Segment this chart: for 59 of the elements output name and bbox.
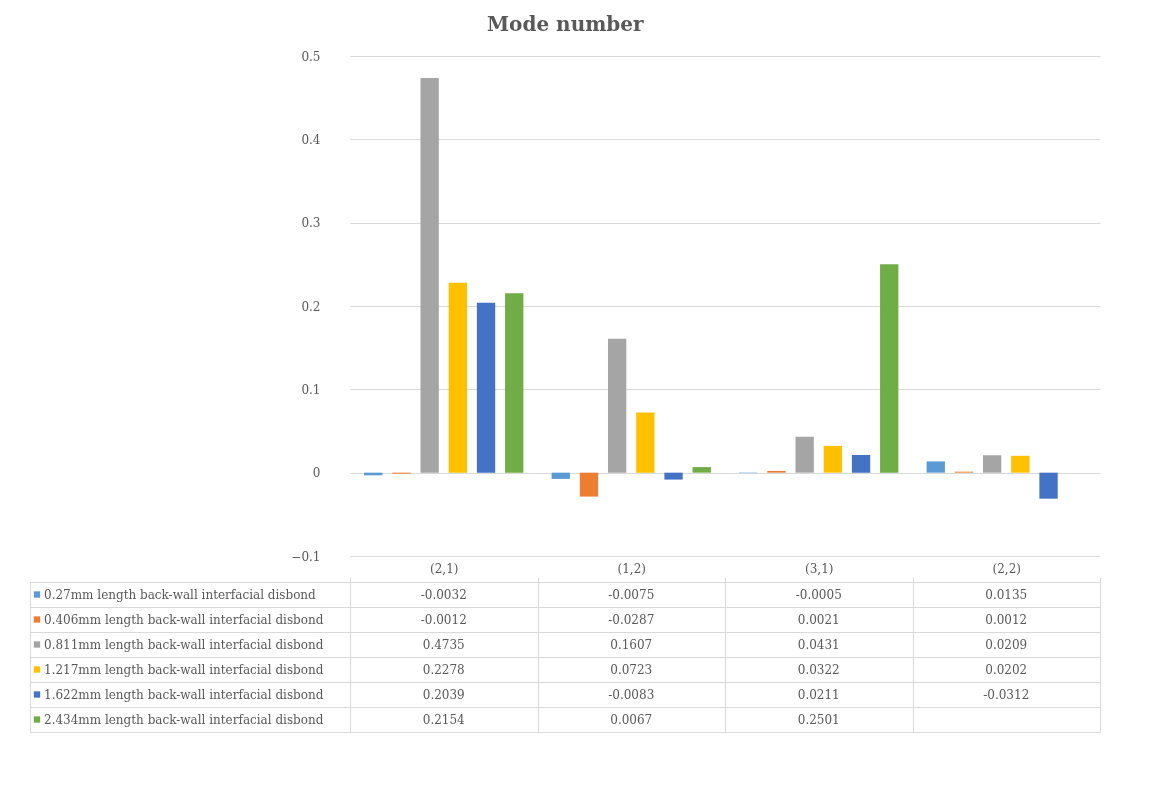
x-tick-label: (3,1) bbox=[805, 561, 834, 576]
bar bbox=[1039, 472, 1058, 499]
data-label: 0.0431 bbox=[797, 637, 840, 652]
bar bbox=[551, 472, 570, 479]
legend-label: 2.434mm length back-wall interfacial disbond bbox=[44, 712, 324, 727]
data-label: 0.0021 bbox=[797, 612, 840, 627]
bar bbox=[926, 461, 945, 473]
bar bbox=[636, 412, 655, 473]
legend-label: 1.217mm length back-wall interfacial disbond bbox=[44, 662, 324, 677]
bar bbox=[505, 293, 524, 473]
bar bbox=[880, 264, 899, 473]
data-label: 0.4735 bbox=[422, 637, 465, 652]
legend-label: 0.27mm length back-wall interfacial disbond bbox=[44, 587, 317, 602]
data-label: 0.0012 bbox=[985, 612, 1028, 627]
data-label: 0.0202 bbox=[985, 662, 1028, 677]
data-label: -0.0075 bbox=[608, 587, 655, 602]
data-label: 0.2501 bbox=[797, 712, 840, 727]
y-tick-label: 0.1 bbox=[301, 382, 321, 397]
x-tick-label: (1,2) bbox=[617, 561, 646, 576]
y-tick-label: 0.3 bbox=[301, 216, 321, 231]
data-label: 0.0067 bbox=[610, 712, 653, 727]
data-label: 0.0135 bbox=[985, 587, 1028, 602]
y-tick-label: 0.4 bbox=[301, 132, 321, 147]
data-label: 0.0209 bbox=[985, 637, 1028, 652]
bar bbox=[664, 472, 683, 480]
data-label: 0.2039 bbox=[422, 687, 465, 702]
legend-label: 0.811mm length back-wall interfacial disbond bbox=[44, 637, 324, 652]
y-tick-label: 0.2 bbox=[301, 299, 321, 314]
bar bbox=[823, 445, 843, 473]
bar bbox=[1011, 455, 1030, 473]
data-label: -0.0012 bbox=[420, 612, 467, 627]
bar bbox=[851, 455, 871, 473]
bar bbox=[795, 436, 814, 473]
data-label: 0.2278 bbox=[422, 662, 465, 677]
bar bbox=[607, 338, 627, 473]
bar bbox=[982, 455, 1002, 473]
bar bbox=[579, 472, 599, 497]
data-label: -0.0032 bbox=[420, 587, 467, 602]
bar bbox=[448, 282, 468, 473]
data-label: -0.0005 bbox=[795, 587, 842, 602]
y-tick-label: −0.1 bbox=[291, 549, 321, 564]
data-label: 0.2154 bbox=[422, 712, 466, 727]
x-tick-label: (2,1) bbox=[430, 561, 459, 576]
data-label: 0.0723 bbox=[610, 662, 653, 677]
bar bbox=[476, 302, 496, 473]
x-tick-label: (2,2) bbox=[992, 561, 1021, 576]
y-tick-label: 0.5 bbox=[301, 49, 321, 64]
data-label: 0.0211 bbox=[797, 687, 840, 702]
legend-label: 0.406mm length back-wall interfacial disbond bbox=[44, 612, 324, 627]
legend-label: 1.622mm length back-wall interfacial disbond bbox=[44, 687, 324, 702]
data-label: 0.0322 bbox=[797, 662, 840, 677]
chart-title: Mode number bbox=[486, 12, 645, 36]
data-label: 0.1607 bbox=[610, 637, 653, 652]
y-tick-label: 0 bbox=[312, 466, 321, 481]
data-label: -0.0083 bbox=[608, 687, 655, 702]
bar bbox=[420, 78, 439, 473]
data-label: -0.0287 bbox=[608, 612, 655, 627]
bar bbox=[692, 467, 711, 473]
data-label: -0.0312 bbox=[983, 687, 1030, 702]
